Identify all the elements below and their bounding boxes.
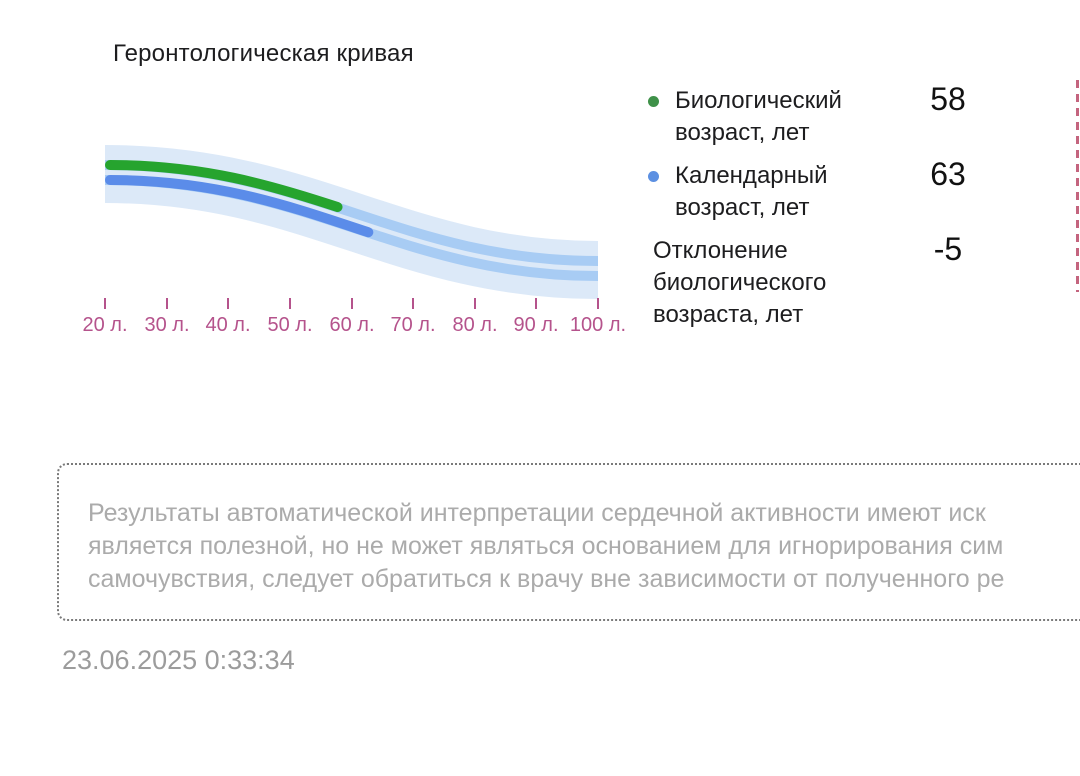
calendar-age-value: 63: [930, 156, 966, 192]
normal-range-band: [104, 145, 599, 299]
axis-tick-label: 60 л.: [329, 314, 374, 336]
biological-age-line: [105, 160, 603, 266]
axis-tick-label: 40 л.: [205, 314, 250, 336]
x-axis-ticks: [104, 298, 599, 309]
axis-tick-label: 50 л.: [267, 314, 312, 336]
legend-item-label: Биологический возраст, лет: [675, 87, 842, 146]
axis-tick-label: 80 л.: [452, 314, 497, 336]
calendar-age-dot-icon: [648, 171, 659, 182]
axis-tick-label: 70 л.: [390, 314, 435, 336]
page-title: Геронтологическая кривая: [113, 40, 414, 67]
axis-tick-label: 100 л.: [570, 314, 626, 336]
calendar-age-line: [105, 175, 603, 281]
legend-item-label: Календарный возраст, лет: [675, 162, 828, 221]
axis-tick-label: 30 л.: [144, 314, 189, 336]
disclaimer-box: Результаты автоматической интерпретации …: [57, 463, 1080, 621]
disclaimer-line: самочувствия, следует обратиться к врачу…: [88, 565, 1005, 593]
legend-item-label: Отклонение биологического возраста, лет: [653, 237, 827, 328]
page-break-dashed-marker: [1076, 80, 1079, 292]
report-timestamp: 23.06.2025 0:33:34: [62, 645, 295, 675]
age-deviation-value: -5: [933, 231, 963, 267]
chart-legend: Биологический возраст, лет 58 Календарны…: [640, 81, 985, 350]
x-axis-labels: 20 л. 30 л. 40 л. 50 л. 60 л. 70 л. 80 л…: [82, 314, 626, 336]
biological-age-dot-icon: [648, 96, 659, 107]
disclaimer-line: Результаты автоматической интерпретации …: [88, 499, 986, 527]
axis-tick-label: 90 л.: [513, 314, 558, 336]
biological-age-value: 58: [930, 81, 966, 117]
axis-tick-label: 20 л.: [82, 314, 127, 336]
disclaimer-line: является полезной, но не может являться …: [88, 532, 1004, 560]
gerontological-curve-chart: 20 л. 30 л. 40 л. 50 л. 60 л. 70 л. 80 л…: [82, 145, 626, 336]
